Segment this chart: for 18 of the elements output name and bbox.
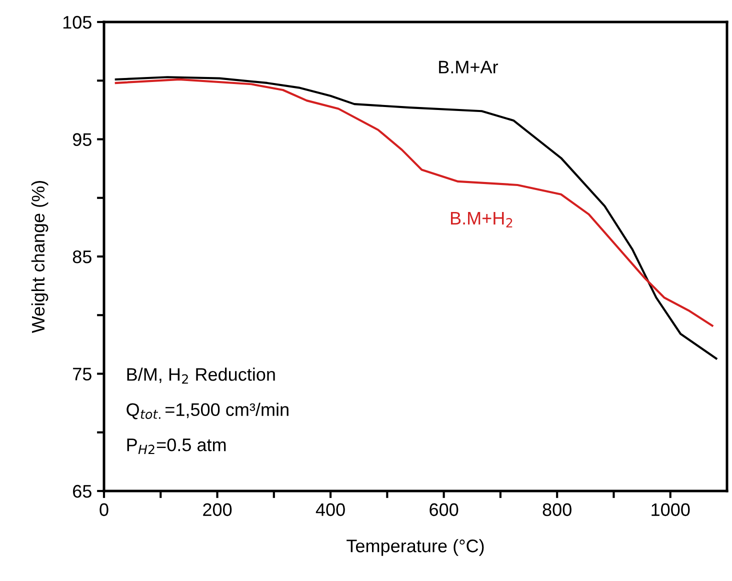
y-tick-label: 75 bbox=[73, 368, 92, 380]
y-tick-label: 95 bbox=[72, 133, 92, 146]
x-tick-label: 800 bbox=[542, 503, 572, 516]
y-axis-title: Weight change (%) bbox=[31, 181, 48, 334]
series-label: B.M+Ar bbox=[439, 60, 498, 74]
annotation: B/M, H$_{2}$ Reduction bbox=[127, 368, 275, 384]
annotation: P$_{H2}$=0.5 atm bbox=[127, 438, 226, 454]
x-tick-label: 200 bbox=[203, 503, 232, 516]
y-tick-label: 85 bbox=[72, 250, 92, 264]
x-tick-label: 0 bbox=[100, 503, 108, 516]
x-tick-label: 400 bbox=[316, 503, 345, 516]
annotation: Q$_{tot.}$=1,500 cm³/min bbox=[126, 402, 288, 420]
y-tick-label: 65 bbox=[73, 484, 92, 498]
y-tick-label: 105 bbox=[63, 16, 92, 29]
x-axis-title: Temperature (°C) bbox=[346, 539, 484, 556]
x-tick-label: 600 bbox=[430, 503, 458, 516]
x-tick-label: 1000 bbox=[652, 503, 690, 516]
series-label: B.M+H$_{2}$ bbox=[450, 212, 512, 228]
